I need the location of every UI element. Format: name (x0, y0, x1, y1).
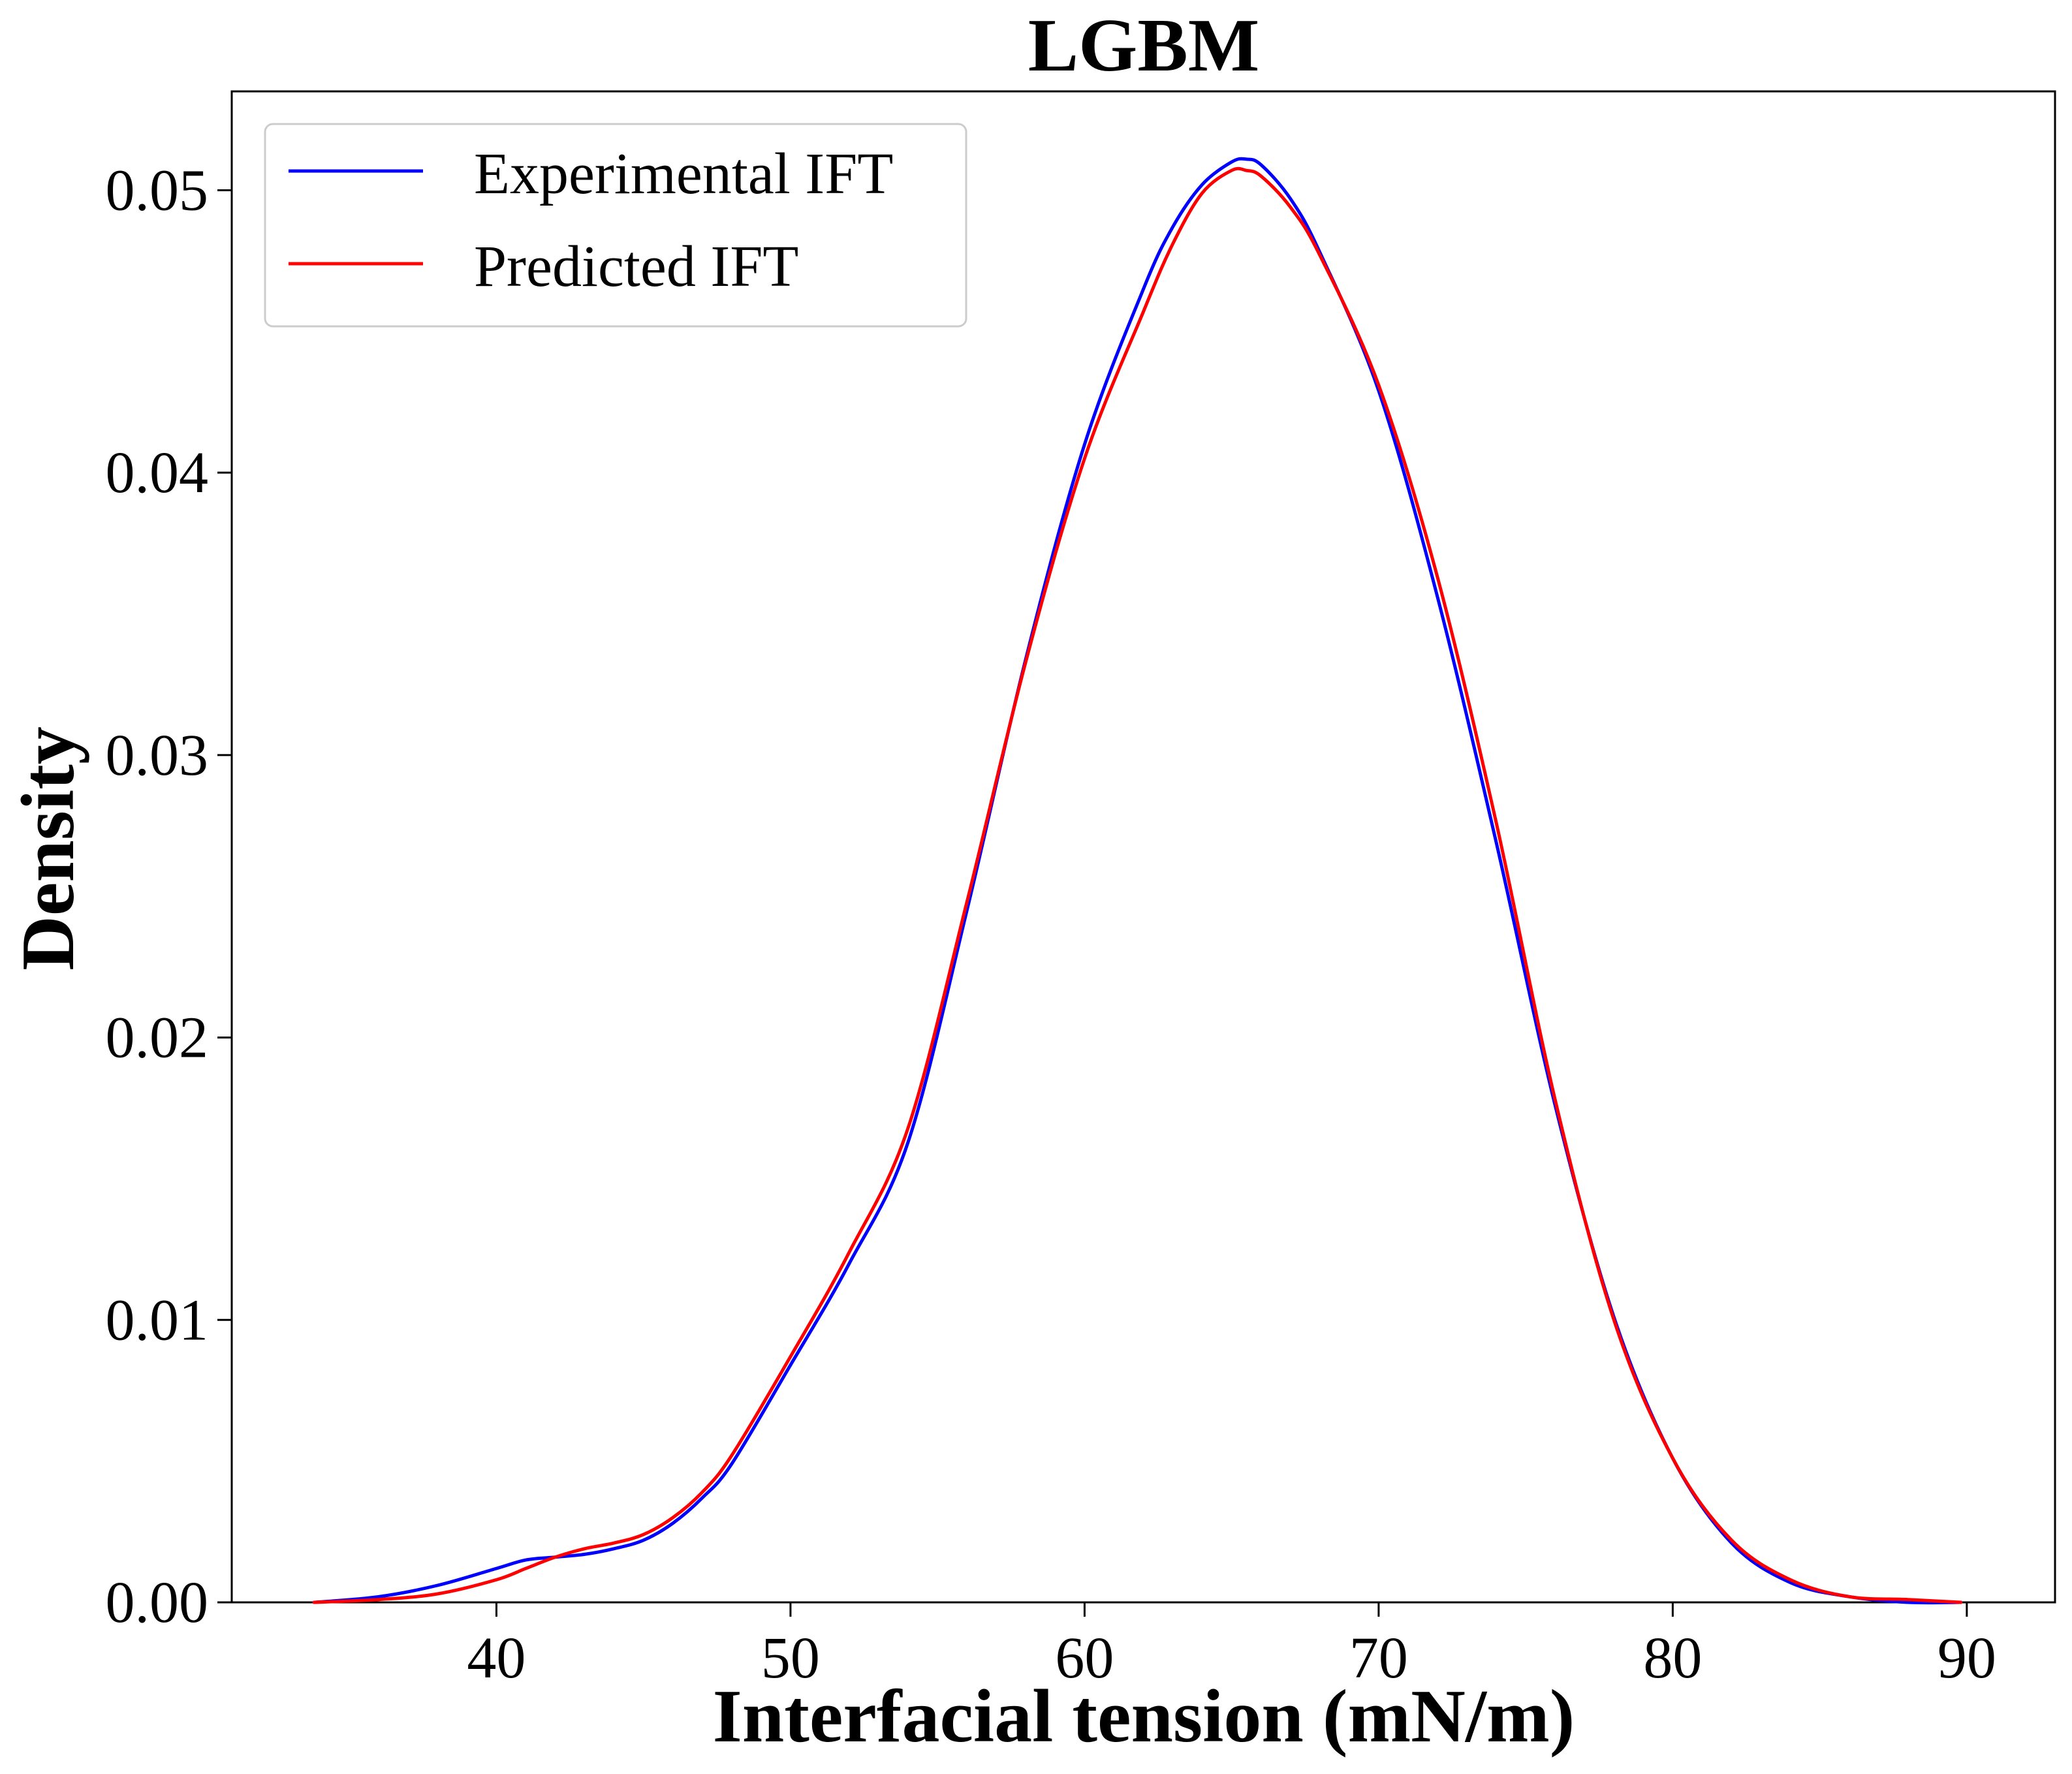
series-layer (312, 157, 1963, 1605)
x-tick-label-80: 80 (1643, 1626, 1702, 1690)
x-tick-label-40: 40 (467, 1626, 526, 1690)
x-tick-label-70: 70 (1349, 1626, 1408, 1690)
y-tick-label-1: 0.01 (106, 1288, 209, 1352)
y-tick-label-3: 0.03 (106, 723, 209, 788)
y-tick-label-2: 0.02 (106, 1006, 209, 1070)
y-tick-label-4: 0.04 (106, 441, 209, 505)
chart-title: LGBM (1028, 4, 1259, 87)
plot-frame (230, 90, 2056, 1604)
y-tick-label-0: 0.00 (106, 1570, 209, 1635)
legend-label-experimental: Experimental IFT (474, 142, 893, 206)
x-tick-label-60: 60 (1055, 1626, 1114, 1690)
x-axis-label: Interfacial tension (mN/m) (713, 1675, 1575, 1758)
x-tick-label-50: 50 (761, 1626, 820, 1690)
y-tick-label-5: 0.05 (106, 158, 209, 223)
x-tick-label-90: 90 (1938, 1626, 1996, 1690)
x-axis: 40 50 60 70 80 90 (467, 1602, 1996, 1690)
y-axis-label: Density (7, 726, 90, 971)
legend-box (264, 123, 967, 328)
legend-label-predicted: Predicted IFT (474, 234, 798, 299)
legend: Experimental IFT Predicted IFT (264, 123, 967, 328)
series-line-predicted-ift (312, 166, 1963, 1604)
plot-area (230, 90, 2056, 1605)
y-axis: 0.00 0.01 0.02 0.03 0.04 0.05 (106, 158, 232, 1635)
